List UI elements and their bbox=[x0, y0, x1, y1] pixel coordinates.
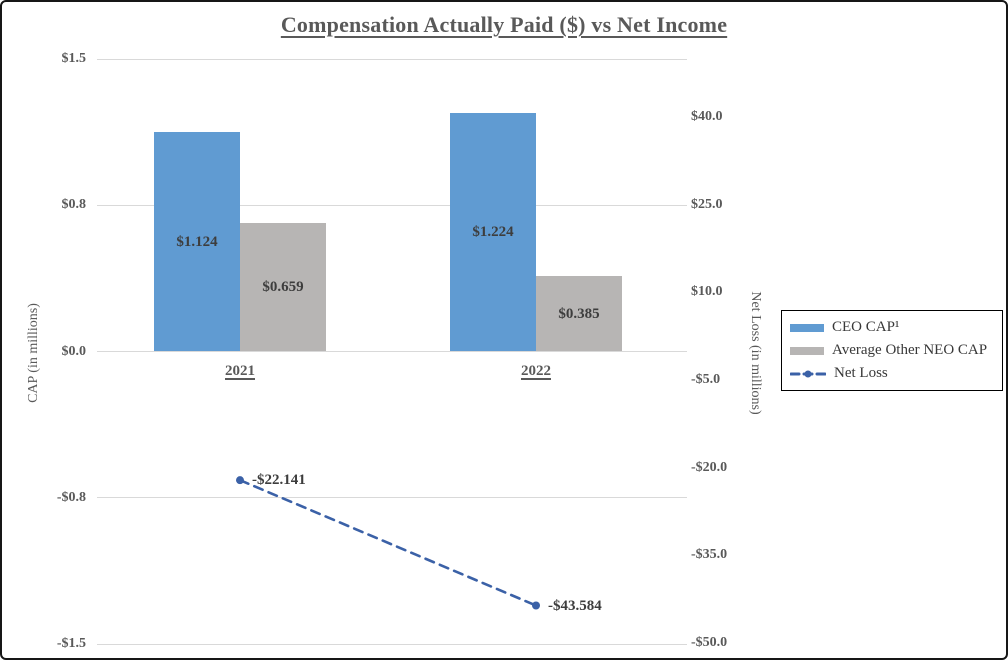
gridline bbox=[97, 643, 687, 645]
net-loss-line bbox=[238, 478, 538, 607]
legend-item-label: CEO CAP¹ bbox=[832, 319, 900, 335]
right-axis-tick: -$20.0 bbox=[691, 459, 728, 475]
category-label: 2021 bbox=[225, 363, 255, 379]
legend-bar-swatch bbox=[790, 346, 824, 355]
avg-neo-cap-bar bbox=[240, 222, 326, 352]
right-axis-tick: -$35.0 bbox=[691, 547, 728, 563]
left-axis-tick: $0.0 bbox=[61, 343, 87, 359]
avg-neo-cap-bar bbox=[536, 276, 622, 352]
legend-dashed-line-swatch bbox=[790, 370, 826, 377]
right-axis-tick: -$50.0 bbox=[691, 635, 728, 650]
gridline bbox=[97, 351, 687, 352]
left-axis-tick: -$0.8 bbox=[56, 489, 86, 505]
legend: CEO CAP¹ Average Other NEO CAP Net Loss bbox=[781, 310, 1003, 391]
right-axis-tick: -$5.0 bbox=[691, 372, 721, 387]
net-loss-value-label: -$43.584 bbox=[548, 597, 602, 614]
legend-item-label: Net Loss bbox=[834, 365, 888, 381]
chart-title-text: Compensation Actually Paid ($) vs Net In… bbox=[280, 12, 728, 37]
right-axis-tick: $25.0 bbox=[691, 196, 723, 212]
left-axis-tick: $0.8 bbox=[61, 197, 87, 213]
net-loss-value-label: -$22.141 bbox=[252, 472, 306, 489]
ceo-cap-bar bbox=[154, 132, 240, 352]
bar-value-label: $0.385 bbox=[558, 305, 600, 322]
net-loss-marker bbox=[236, 476, 244, 485]
legend-bar-swatch bbox=[790, 323, 824, 332]
legend-item: Net Loss bbox=[790, 364, 994, 383]
right-axis-tick: $40.0 bbox=[691, 109, 723, 124]
gridline bbox=[97, 497, 687, 499]
gridline bbox=[97, 204, 687, 206]
ceo-cap-bar bbox=[450, 112, 536, 352]
right-axis-tick: $10.0 bbox=[691, 284, 723, 300]
legend-item: CEO CAP¹ bbox=[790, 318, 994, 337]
net-loss-marker bbox=[532, 601, 540, 610]
legend-item-label: Average Other NEO CAP bbox=[832, 342, 988, 358]
category-label: 2022 bbox=[521, 363, 551, 379]
left-axis-tick: $1.5 bbox=[61, 51, 87, 66]
bar-value-label: $1.224 bbox=[472, 224, 514, 241]
gridline bbox=[97, 58, 687, 60]
right-axis-title: Net Loss (in millions) bbox=[748, 291, 763, 415]
chart-title: Compensation Actually Paid ($) vs Net In… bbox=[2, 12, 1006, 38]
left-axis-tick: -$1.5 bbox=[56, 636, 86, 651]
bar-value-label: $1.124 bbox=[176, 233, 218, 250]
legend-item: Average Other NEO CAP bbox=[790, 341, 994, 360]
bar-value-label: $0.659 bbox=[262, 279, 304, 296]
